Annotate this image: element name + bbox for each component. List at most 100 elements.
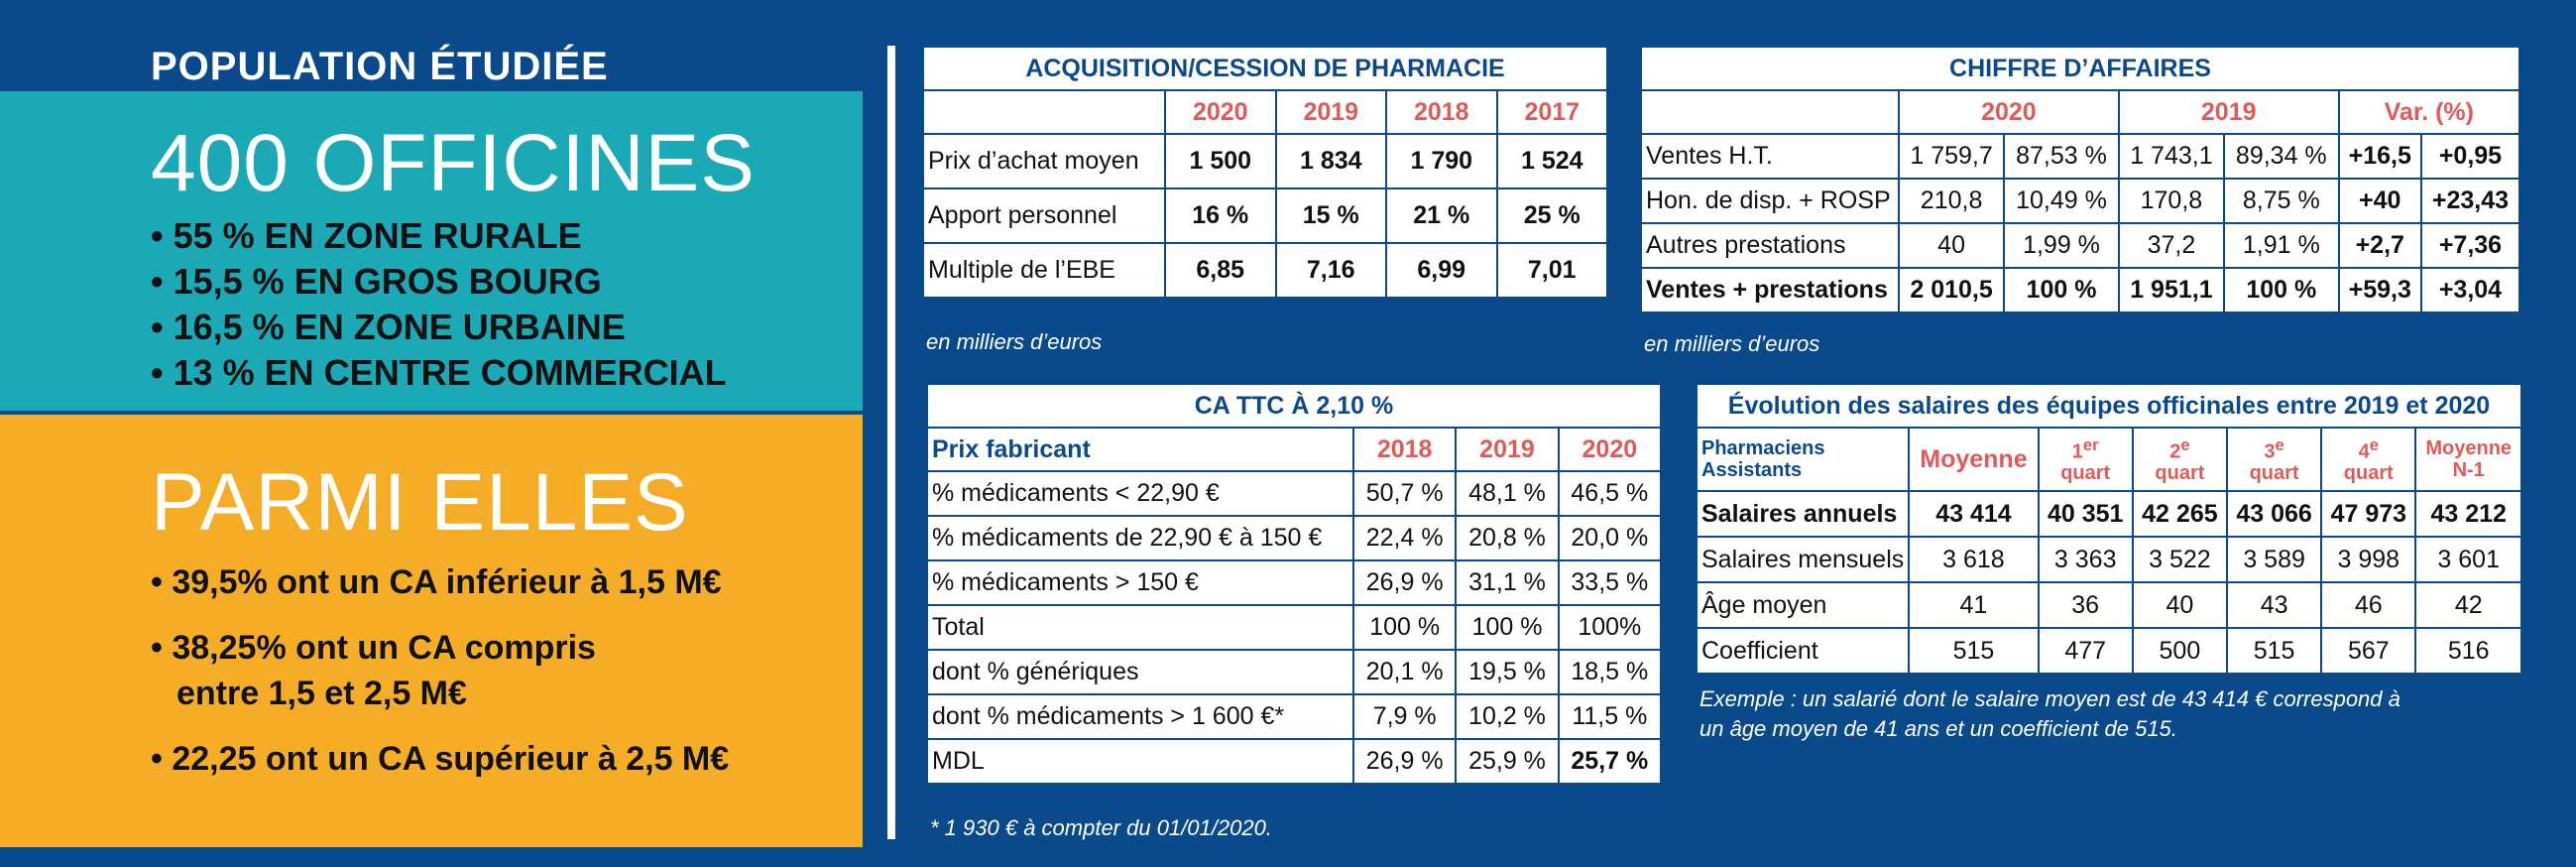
cell: 1,99 % (2003, 222, 2120, 269)
year-header: 2020 (1164, 89, 1277, 135)
ttc-title: CA TTC À 2,10 % (926, 383, 1662, 429)
col-header-sub: quart (2060, 462, 2111, 485)
cell: +3,04 (2419, 267, 2521, 313)
cell: 42 (2414, 581, 2522, 629)
cell: 26,9 % (1351, 559, 1458, 606)
col-header-sup: er (2082, 434, 2099, 454)
row-label: Autres prestations (1640, 222, 1900, 269)
year-header: 2019 (1274, 89, 1387, 135)
cell: 46,5 % (1557, 470, 1663, 517)
cell: 1 834 (1274, 133, 1387, 189)
header-label: Prix fabricant (926, 427, 1354, 472)
col-header-sup: e (2180, 434, 2190, 454)
cell: 43 212 (2414, 490, 2522, 538)
list-item: 39,5% ont un CA inférieur à 1,5 M€ (151, 559, 729, 605)
cell: 3 998 (2320, 536, 2417, 583)
cell: 21 % (1385, 187, 1498, 244)
officines-panel: 400 OFFICINES 55 % EN ZONE RURALE 15,5 %… (0, 91, 863, 411)
table-row: Salaires mensuels 3 618 3 363 3 522 3 58… (1695, 536, 2522, 583)
cell: 37,2 (2117, 222, 2225, 269)
cell: +7,36 (2419, 222, 2521, 269)
cell: +0,95 (2419, 133, 2521, 180)
col-header-main: 3 (2264, 440, 2276, 463)
row-label: % médicaments < 22,90 € (926, 470, 1354, 517)
cell: 7,01 (1495, 242, 1608, 299)
cell: 1 951,1 (2117, 267, 2225, 313)
cell: 567 (2320, 627, 2417, 675)
population-title: POPULATION ÉTUDIÉE (151, 45, 609, 88)
ca-note: en milliers d’euros (1644, 331, 1820, 356)
list-item: 13 % EN CENTRE COMMERCIAL (151, 350, 727, 396)
cell: 3 522 (2131, 536, 2229, 583)
officines-list: 55 % EN ZONE RURALE 15,5 % EN GROS BOURG… (151, 213, 727, 396)
ttc-table: CA TTC À 2,10 % Prix fabricant 2018 2019… (926, 383, 1663, 785)
cell: 500 (2131, 627, 2229, 675)
acquisition-table: ACQUISITION/CESSION DE PHARMACIE 2020 20… (922, 46, 1608, 299)
cell: 1,91 % (2222, 222, 2340, 269)
cell: 1 524 (1495, 133, 1608, 189)
list-item-cont-text: entre 1,5 et 2,5 M€ (176, 675, 467, 712)
table-row: Coefficient 515 477 500 515 567 516 (1695, 627, 2522, 675)
row-label: Total (926, 604, 1354, 651)
cell: 16 % (1164, 187, 1277, 244)
cell: 25,7 % (1557, 738, 1663, 785)
cell: 20,0 % (1557, 515, 1663, 561)
cell: 43 (2225, 581, 2323, 629)
table-row: Ventes H.T. 1 759,7 87,53 % 1 743,1 89,3… (1640, 133, 2521, 180)
table-row: % médicaments < 22,90 € 50,7 % 48,1 % 46… (926, 470, 1663, 517)
table-row: Apport personnel 16 % 15 % 21 % 25 % (922, 187, 1608, 244)
cell: 22,4 % (1351, 515, 1458, 561)
cell: 19,5 % (1455, 649, 1560, 695)
cell: 170,8 (2117, 178, 2225, 224)
salaires-note-line1: Exemple : un salarié dont le salaire moy… (1699, 686, 2400, 711)
cell: 10,49 % (2003, 178, 2120, 224)
cell: 100 % (1455, 604, 1560, 651)
cell: 40 (2131, 581, 2229, 629)
col-header-sup: e (2275, 434, 2284, 454)
cell: 100% (1557, 604, 1663, 651)
cell: 31,1 % (1455, 559, 1560, 606)
col-header-sub: quart (2343, 462, 2394, 485)
cell: 25,9 % (1455, 738, 1560, 785)
row-label: Salaires annuels (1695, 490, 1911, 538)
parmi-panel: PARMI ELLES 39,5% ont un CA inférieur à … (0, 415, 863, 847)
officines-headline: 400 OFFICINES (151, 118, 756, 208)
cell: 40 (1897, 222, 2006, 269)
table-row: Hon. de disp. + ROSP 210,8 10,49 % 170,8… (1640, 178, 2521, 224)
cell: 25 % (1495, 187, 1608, 244)
salaires-note-line2: un âge moyen de 41 ans et un coefficient… (1699, 716, 2177, 741)
cell: 477 (2037, 627, 2134, 675)
table-row: Salaires annuels 43 414 40 351 42 265 43… (1695, 490, 2522, 538)
table-row: Prix d’achat moyen 1 500 1 834 1 790 1 5… (922, 133, 1608, 189)
cell: 42 265 (2131, 490, 2229, 538)
cell: 18,5 % (1557, 649, 1663, 695)
header-label: Pharmaciens Assistants (1695, 427, 1911, 492)
cell: +2,7 (2337, 222, 2422, 269)
col-header: 2e quart (2131, 427, 2229, 492)
row-label: MDL (926, 738, 1354, 785)
row-label: Salaires mensuels (1695, 536, 1911, 583)
table-row: MDL 26,9 % 25,9 % 25,7 % (926, 738, 1663, 785)
cell: 100 % (2222, 267, 2340, 313)
divider (887, 46, 895, 839)
cell: +23,43 (2419, 178, 2521, 224)
cell: 515 (1908, 627, 2040, 675)
cell: 2 010,5 (1897, 267, 2006, 313)
cell: 8,75 % (2222, 178, 2340, 224)
list-item: 15,5 % EN GROS BOURG (151, 259, 727, 305)
year-header: 2019 (2117, 89, 2340, 135)
cell: 6,85 (1164, 242, 1277, 299)
cell: 7,16 (1274, 242, 1387, 299)
cell: 515 (2225, 627, 2323, 675)
cell: 6,99 (1385, 242, 1498, 299)
acquisition-note: en milliers d’euros (926, 329, 1103, 354)
cell: 20,8 % (1455, 515, 1560, 561)
ttc-note: * 1 930 € à compter du 01/01/2020. (930, 815, 1272, 840)
cell: +16,5 (2337, 133, 2422, 180)
cell: 26,9 % (1351, 738, 1458, 785)
salaires-table: Évolution des salaires des équipes offic… (1695, 383, 2522, 675)
cell: 3 618 (1908, 536, 2040, 583)
col-header: Moyenne (1908, 427, 2040, 492)
cell: 1 743,1 (2117, 133, 2225, 180)
cell: 43 066 (2225, 490, 2323, 538)
